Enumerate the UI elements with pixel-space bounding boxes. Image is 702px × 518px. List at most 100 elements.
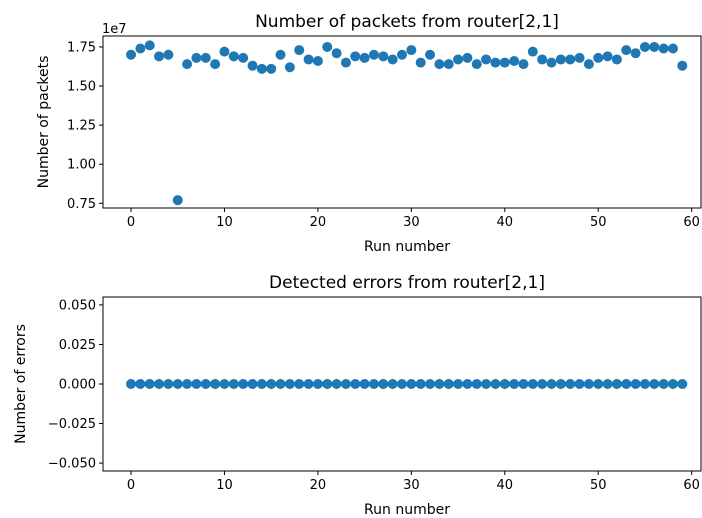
packets-data-point [210,59,221,70]
errors-data-point [397,379,407,389]
errors-data-point [294,379,305,389]
errors-data-point [499,379,510,389]
errors-data-point [312,379,323,389]
errors-data-point [546,379,557,389]
errors-data-point [350,379,361,389]
errors-data-point [368,379,379,389]
packets-data-point [425,49,436,60]
errors-x-tick-label: 10 [216,478,233,493]
packets-data-point [555,54,566,65]
errors-data-point [387,379,398,389]
packets-points [126,40,688,206]
errors-x-tick-label: 20 [310,478,327,493]
errors-data-point [658,379,669,389]
errors-data-point [303,379,314,389]
packets-data-point [340,57,351,68]
errors-data-point [406,379,417,389]
packets-data-point [228,51,239,62]
packets-y-tick-label: 1.00 [67,158,96,173]
errors-data-point [238,379,249,389]
packets-data-point [546,57,557,68]
errors-x-tick-label: 50 [590,478,607,493]
errors-data-point [228,379,239,389]
errors-data-point [144,379,155,389]
packets-data-point [350,51,361,62]
errors-x-axis-label: Run number [364,502,450,518]
errors-data-point [527,379,538,389]
packets-chart: Number of packets from router[2,1] 1e7 R… [36,12,702,255]
packets-data-point [182,59,193,70]
packets-x-tick-label: 10 [216,215,233,230]
errors-data-point [163,379,174,389]
errors-data-point [284,379,295,389]
packets-data-point [537,54,548,65]
errors-chart-title: Detected errors from router[2,1] [269,273,545,293]
packets-data-point [294,45,305,56]
errors-data-point [565,379,576,389]
packets-data-point [284,62,295,73]
packets-data-point [518,59,529,70]
errors-data-point [172,379,183,389]
errors-data-point [630,379,641,389]
errors-data-point [509,379,520,389]
packets-data-point [275,49,286,60]
packets-data-point [593,52,604,63]
packets-data-point [639,41,650,52]
packets-x-axis-label: Run number [364,239,450,255]
packets-data-point [415,57,426,68]
packets-data-point [667,43,678,54]
errors-data-point [154,379,165,389]
errors-y-tick-label: 0.000 [59,378,96,393]
errors-data-point [677,379,688,389]
packets-data-point [406,45,417,56]
packets-data-point [602,51,613,62]
errors-data-point [126,379,137,389]
errors-data-point [359,379,370,389]
packets-data-point [630,48,641,59]
packets-x-tick-label: 50 [590,215,607,230]
packets-x-tick-label: 30 [403,215,420,230]
errors-data-point [443,379,454,389]
errors-data-point [135,379,146,389]
packets-data-point [200,52,211,63]
errors-data-point [649,379,660,389]
errors-data-point [340,379,351,389]
errors-data-point [602,379,613,389]
errors-data-point [667,379,678,389]
errors-data-point [518,379,529,389]
packets-plot-frame [102,35,702,209]
errors-x-tick-label: 30 [403,478,420,493]
packets-data-point [611,54,622,65]
errors-chart: Detected errors from router[2,1] Run num… [13,273,702,518]
packets-data-point [144,40,155,51]
errors-x-tick-label: 60 [683,478,700,493]
packets-data-point [219,46,230,57]
errors-data-point [331,379,342,389]
packets-data-point [368,49,379,60]
errors-data-point [266,379,277,389]
packets-data-point [266,63,277,74]
errors-data-point [555,379,566,389]
packets-data-point [303,54,314,65]
errors-y-tick-label: 0.025 [59,338,96,353]
packets-ticks: 0 10 20 30 40 50 60 0.75 1.00 1.25 1.50 1.75 [67,40,700,230]
packets-data-point [378,51,389,62]
packets-data-point [359,52,370,63]
errors-data-point [322,379,333,389]
packets-data-point [453,54,464,65]
errors-data-point [462,379,473,389]
packets-data-point [443,59,454,70]
errors-points [126,379,688,389]
packets-data-point [238,52,249,63]
packets-data-point [434,59,445,70]
errors-y-tick-label: −0.025 [48,417,96,432]
packets-data-point [163,49,174,60]
packets-y-offset-label: 1e7 [102,22,127,37]
errors-data-point [425,379,436,389]
errors-y-axis-label: Number of errors [13,324,29,444]
errors-data-point [256,379,267,389]
packets-x-tick-label: 40 [497,215,514,230]
packets-data-point [574,52,585,63]
